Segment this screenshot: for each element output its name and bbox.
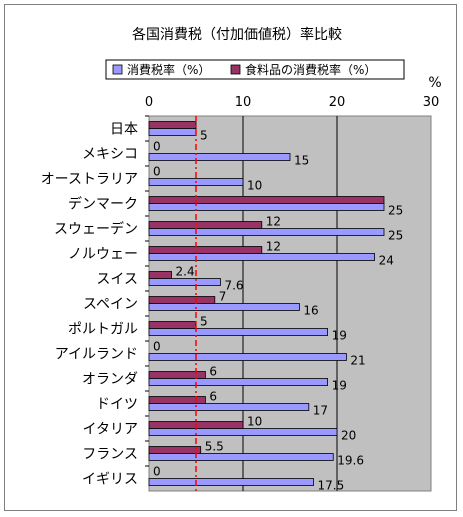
data-label-food: 0 — [153, 165, 161, 179]
category-label: スペイン — [83, 297, 138, 313]
category-label: イタリア — [83, 422, 138, 438]
category-label: ドイツ — [96, 397, 138, 413]
data-label-food: 0 — [153, 340, 161, 354]
data-label-consumption: 7.6 — [224, 279, 243, 293]
legend: 消費税率（%） 食料品の消費税率（%） — [105, 59, 405, 80]
bar-consumption — [148, 428, 338, 436]
data-label-food: 7 — [219, 290, 227, 304]
category-label: ノルウェー — [68, 247, 138, 263]
bar-consumption — [148, 328, 329, 336]
data-label-consumption: 16 — [303, 304, 318, 318]
legend-swatch-consumption — [112, 64, 123, 75]
plot-area: 5 0 15 0 10 25 12 25 12 24 2.4 7.67 16 5 19 0 21 6 19 6 17 10… — [148, 115, 432, 493]
bar-food — [148, 296, 216, 304]
data-label-food: 5.5 — [205, 440, 224, 454]
legend-label-consumption: 消費税率（%） — [127, 62, 210, 77]
data-label-food: 6 — [209, 390, 217, 404]
category-label: デンマーク — [68, 196, 138, 213]
data-label-consumption: 19 — [332, 379, 347, 393]
data-label-consumption: 25 — [388, 229, 403, 243]
data-label-consumption: 19 — [332, 329, 347, 343]
bar-consumption — [148, 278, 221, 286]
bar-consumption — [148, 353, 347, 361]
category-label: スウェーデン — [54, 221, 138, 238]
data-label-consumption: 25 — [388, 204, 403, 218]
data-label-consumption: 21 — [350, 354, 365, 368]
chart-title: 各国消費税（付加価値税）率比較 — [132, 26, 342, 43]
data-label-consumption: 17.5 — [318, 479, 345, 493]
legend-box — [105, 59, 405, 80]
bar-consumption — [148, 378, 329, 386]
bar-food — [148, 271, 172, 279]
data-label-food: 10 — [247, 415, 262, 429]
data-label-food: 0 — [153, 465, 161, 479]
bar-consumption — [148, 303, 300, 311]
data-label-consumption: 5 — [200, 129, 208, 143]
legend-label-food: 食料品の消費税率（%） — [245, 62, 376, 77]
category-label: ポルトガル — [68, 322, 138, 338]
bar-consumption — [148, 203, 385, 211]
category-label: メキシコ — [82, 147, 138, 163]
category-label: 日本 — [110, 122, 138, 138]
category-label: オランダ — [82, 372, 138, 388]
chart-svg: 各国消費税（付加価値税）率比較 消費税率（%） 食料品の消費税率（%） % 0 1… — [41, 26, 442, 493]
bar-consumption — [148, 228, 385, 236]
x-tick-label: 0 — [145, 95, 153, 110]
x-tick-label: 10 — [235, 95, 252, 110]
legend-swatch-food — [230, 64, 241, 75]
bar-food — [148, 196, 385, 204]
bar-food — [148, 246, 263, 254]
chart-frame: 各国消費税（付加価値税）率比較 消費税率（%） 食料品の消費税率（%） % 0 1… — [4, 4, 457, 511]
category-label: アイルランド — [55, 347, 138, 363]
data-label-consumption: 10 — [247, 179, 262, 193]
x-tick-label: 30 — [423, 95, 440, 110]
data-label-food: 0 — [153, 140, 161, 154]
data-label-food: 6 — [209, 365, 217, 379]
bar-consumption — [148, 453, 334, 461]
bar-consumption — [148, 128, 197, 136]
data-label-consumption: 24 — [379, 254, 394, 268]
data-label-consumption: 17 — [313, 404, 328, 418]
category-label: スイス — [96, 272, 138, 288]
unit-label: % — [428, 75, 441, 91]
x-tick-label: 20 — [329, 95, 346, 110]
category-label: イギリス — [82, 472, 138, 488]
x-axis-ticks: 0 10 20 30 — [145, 95, 439, 110]
category-label: オーストラリア — [41, 172, 138, 188]
bar-food — [148, 121, 197, 129]
bar-food — [148, 221, 263, 229]
bar-food — [148, 396, 206, 404]
bar-food — [148, 321, 197, 329]
bar-food — [148, 446, 202, 454]
bar-food — [148, 371, 206, 379]
data-label-food: 5 — [200, 315, 208, 329]
bar-consumption — [148, 403, 310, 411]
bar-consumption — [148, 478, 314, 486]
data-label-food: 12 — [266, 215, 281, 229]
data-label-food: 12 — [266, 240, 281, 254]
data-label-consumption: 19.6 — [337, 454, 364, 468]
bar-consumption — [148, 253, 376, 261]
data-label-consumption: 20 — [341, 429, 356, 443]
data-label-consumption: 15 — [294, 154, 309, 168]
y-axis-labels: 日本メキシコオーストラリアデンマークスウェーデンノルウェースイススペインポルトガ… — [41, 115, 149, 488]
bar-consumption — [148, 153, 291, 161]
data-label-food: 2.4 — [176, 265, 195, 279]
category-label: フランス — [82, 447, 138, 463]
